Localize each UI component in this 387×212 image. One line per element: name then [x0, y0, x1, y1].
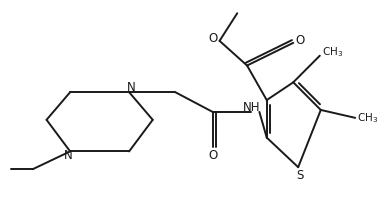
Text: O: O	[208, 149, 217, 162]
Text: S: S	[296, 169, 304, 182]
Text: O: O	[209, 32, 218, 45]
Text: N: N	[64, 149, 73, 162]
Text: O: O	[296, 34, 305, 47]
Text: N: N	[127, 81, 135, 94]
Text: NH: NH	[243, 101, 260, 114]
Text: CH$_3$: CH$_3$	[322, 45, 343, 59]
Text: CH$_3$: CH$_3$	[357, 111, 378, 125]
